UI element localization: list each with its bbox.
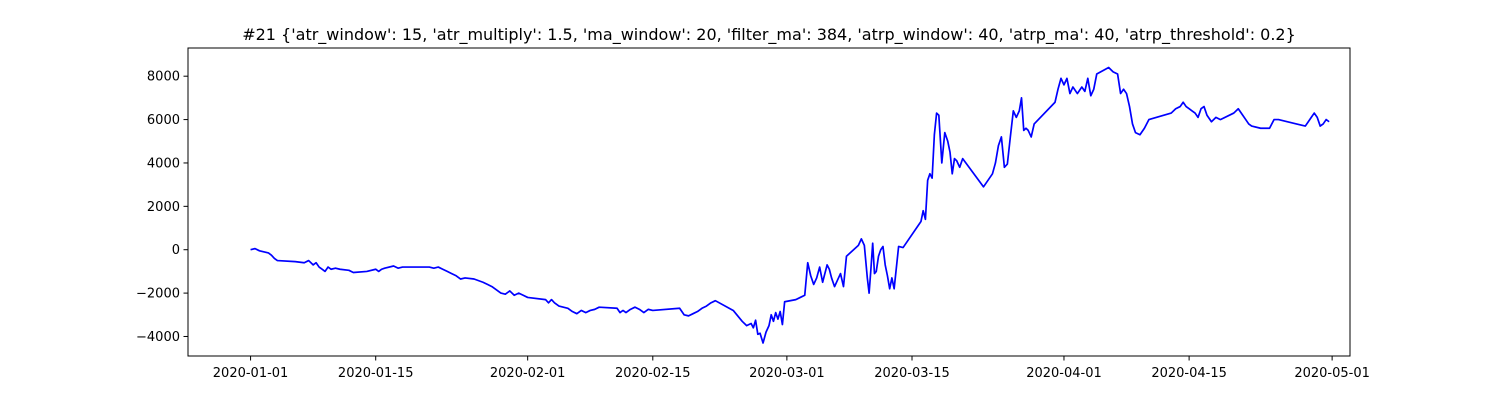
x-axis: 2020-01-01 2020-01-15 2020-02-01 2020-02-15… (213, 356, 1370, 381)
y-tick-label: 4000 (147, 156, 180, 171)
plot-frame (187, 47, 1351, 357)
x-tick-label: 2020-05-01 (1294, 366, 1370, 381)
series-line (250, 66, 1330, 344)
x-tick-label: 2020-03-15 (874, 366, 950, 381)
y-tick-label: 2000 (147, 200, 180, 215)
y-tick-label: −2000 (136, 287, 180, 302)
x-tick-label: 2020-01-01 (213, 366, 289, 381)
x-tick-label: 2020-02-01 (490, 366, 566, 381)
y-axis: 8000 6000 4000 2000 0 −2000 −4000 (136, 70, 188, 345)
x-tick-label: 2020-04-01 (1026, 366, 1102, 381)
y-tick-label: 0 (172, 243, 180, 258)
y-tick-label: 6000 (147, 113, 180, 128)
x-tick-label: 2020-03-01 (749, 366, 825, 381)
x-tick-label: 2020-02-15 (615, 366, 691, 381)
chart-title: #21 {'atr_window': 15, 'atr_multiply': 1… (242, 25, 1296, 45)
x-tick-label: 2020-04-15 (1151, 366, 1227, 381)
x-tick-label: 2020-01-15 (338, 366, 414, 381)
y-tick-label: 8000 (147, 70, 180, 85)
y-tick-label: −4000 (136, 330, 180, 345)
